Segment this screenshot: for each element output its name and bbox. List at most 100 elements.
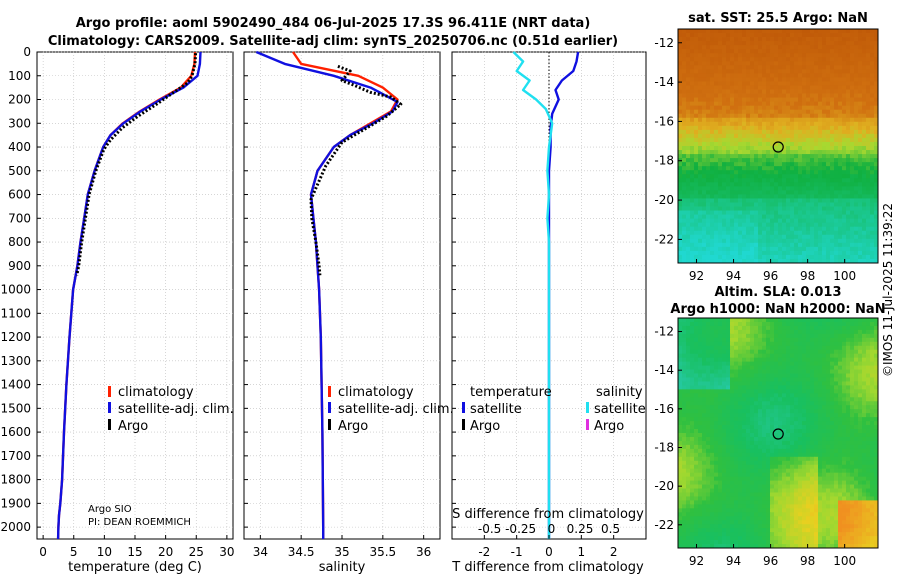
heatmap-cell — [758, 77, 763, 82]
heatmap-cell — [682, 93, 687, 98]
map-ytick-label: -16 — [654, 114, 674, 128]
heatmap-cell — [782, 182, 787, 187]
heatmap-cell — [870, 444, 875, 450]
heatmap-cell — [850, 222, 855, 228]
heatmap-cell — [842, 73, 847, 78]
heatmap-cell — [678, 81, 683, 86]
heatmap-cell — [862, 194, 867, 199]
heatmap-cell — [810, 361, 815, 366]
depth-tick-label: 1700 — [0, 449, 31, 463]
heatmap-cell — [686, 444, 691, 450]
heatmap-cell — [838, 182, 843, 187]
heatmap-cell — [794, 345, 799, 351]
heatmap-cell — [830, 121, 835, 127]
heatmap-cell — [830, 234, 835, 240]
salinity-ticks: 34 34.5 35 35.5 36 — [244, 51, 431, 559]
heatmap-cell — [778, 198, 783, 203]
heatmap-cell — [762, 318, 767, 323]
heatmap-cell — [874, 137, 879, 143]
heatmap-cell — [702, 385, 707, 390]
heatmap-cell — [702, 146, 707, 151]
heatmap-cell — [750, 29, 755, 34]
heatmap-cell — [866, 178, 871, 183]
heatmap-cell — [874, 97, 879, 103]
heatmap-cell — [822, 186, 827, 191]
heatmap-cell — [718, 73, 723, 78]
heatmap-cell — [754, 325, 759, 331]
heatmap-cell — [866, 250, 871, 256]
heatmap-cell — [758, 113, 763, 119]
heatmap-cell — [758, 321, 763, 327]
heatmap-cell — [770, 337, 775, 343]
heatmap-cell — [702, 190, 707, 195]
heatmap-cell — [846, 206, 851, 211]
heatmap-cell — [758, 154, 763, 159]
heatmap-cell — [730, 452, 735, 458]
heatmap-cell — [718, 341, 723, 347]
heatmap-cell — [706, 113, 711, 119]
heatmap-cell — [702, 105, 707, 111]
heatmap-cell — [862, 65, 867, 70]
heatmap-cell — [746, 81, 751, 86]
heatmap-cell — [714, 385, 719, 390]
heatmap-cell — [858, 385, 863, 390]
heatmap-cell — [710, 45, 715, 50]
heatmap-cell — [774, 409, 779, 414]
heatmap-cell — [810, 117, 815, 123]
heatmap-cell — [730, 448, 735, 454]
heatmap-cell — [714, 226, 719, 232]
heatmap-cell — [794, 182, 799, 187]
heatmap-cell — [718, 129, 723, 135]
heatmap-cell — [858, 381, 863, 386]
heatmap-cell — [826, 85, 831, 90]
heatmap-cell — [850, 170, 855, 175]
heatmap-cell — [738, 433, 743, 438]
heatmap-cell — [714, 318, 719, 323]
heatmap-cell — [826, 65, 831, 70]
heatmap-cell — [818, 57, 823, 62]
heatmap-cell — [810, 365, 815, 370]
heatmap-cell — [826, 29, 831, 34]
legend-swatch-argo — [108, 419, 111, 430]
heatmap-cell — [870, 174, 875, 179]
heatmap-cell — [850, 413, 855, 418]
heatmap-cell — [698, 125, 703, 131]
heatmap-cell — [798, 146, 803, 151]
heatmap-cell — [766, 158, 771, 163]
heatmap-cell — [730, 61, 735, 66]
heatmap-cell — [846, 254, 851, 260]
heatmap-cell — [814, 361, 819, 366]
heatmap-cell — [874, 178, 879, 183]
heatmap-cell — [834, 444, 839, 450]
heatmap-cell — [798, 234, 803, 240]
heatmap-cell — [814, 85, 819, 90]
heatmap-cell — [786, 369, 791, 374]
heatmap-cell — [710, 190, 715, 195]
heatmap-cell — [686, 65, 691, 70]
heatmap-cell — [786, 202, 791, 207]
heatmap-cell — [742, 425, 747, 430]
heatmap-cell — [814, 137, 819, 143]
heatmap-cell — [734, 456, 739, 462]
heatmap-cell — [738, 198, 743, 203]
heatmap-cell — [814, 242, 819, 248]
heatmap-cell — [758, 206, 763, 211]
heatmap-cell — [846, 81, 851, 86]
heatmap-cell — [766, 77, 771, 82]
heatmap-cell — [686, 133, 691, 139]
heatmap-cell — [702, 125, 707, 131]
heatmap-cell — [726, 198, 731, 203]
heatmap-cell — [690, 174, 695, 179]
heatmap-cell — [790, 198, 795, 203]
heatmap-cell — [790, 258, 795, 264]
heatmap-cell — [842, 405, 847, 410]
heatmap-cell — [686, 81, 691, 86]
heatmap-cell — [818, 341, 823, 347]
heatmap-cell — [726, 89, 731, 94]
heatmap-cell — [810, 440, 815, 446]
heatmap-cell — [750, 417, 755, 422]
heatmap-cell — [710, 444, 715, 450]
heatmap-cell — [862, 318, 867, 323]
depth-tick-label: 2000 — [0, 520, 31, 534]
heatmap-cell — [706, 425, 711, 430]
